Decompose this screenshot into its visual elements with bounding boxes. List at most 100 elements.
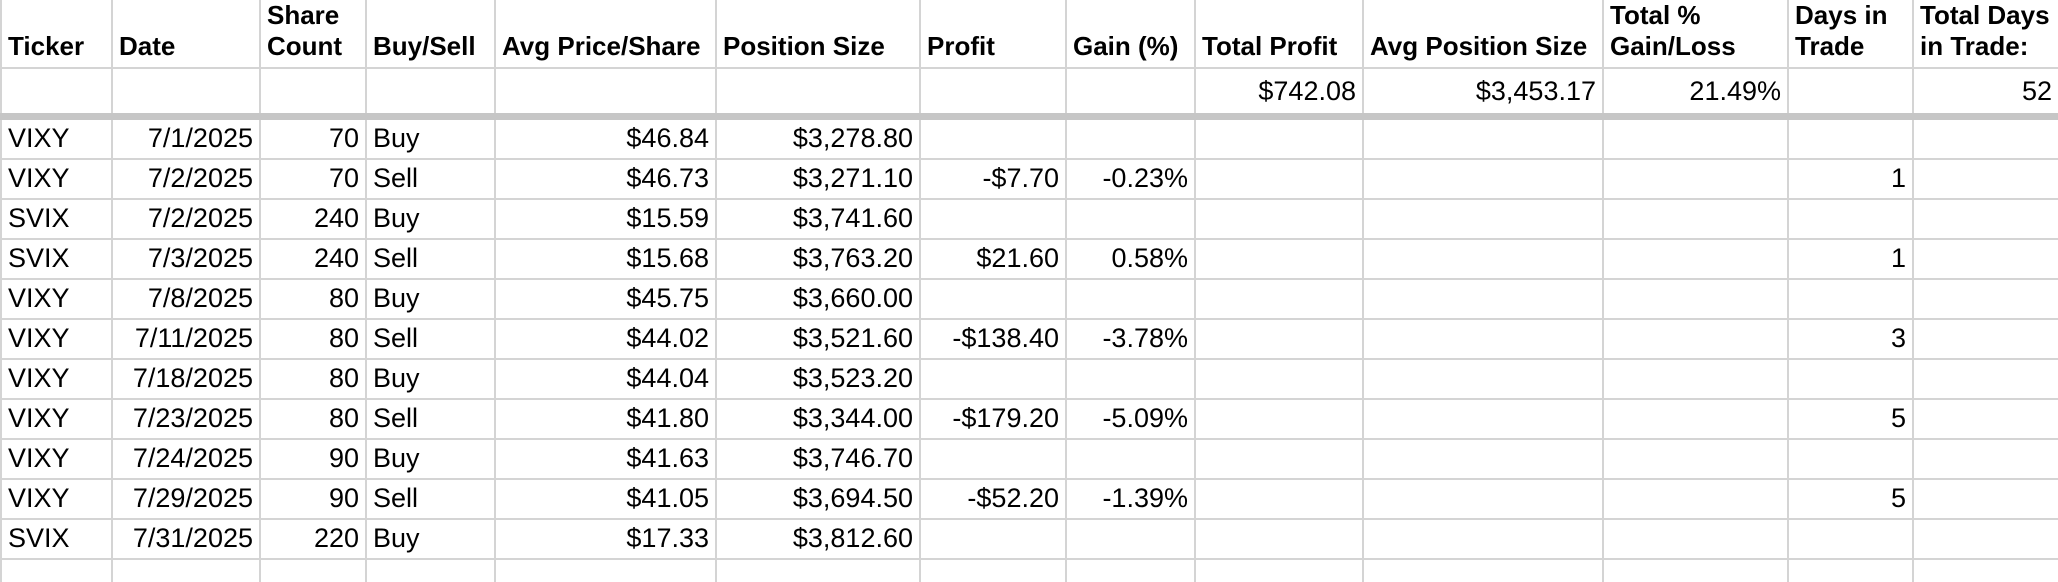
column-header-avg-price-share[interactable]: Avg Price/Share — [496, 0, 717, 69]
cell-profit[interactable] — [921, 360, 1067, 400]
cell-avg-position-size[interactable] — [1364, 560, 1604, 582]
cell-date[interactable]: 7/23/2025 — [113, 400, 261, 440]
cell-avg-price-share[interactable]: $15.68 — [496, 240, 717, 280]
cell-ticker[interactable]: VIXY — [2, 320, 113, 360]
cell-total-profit[interactable] — [1196, 320, 1364, 360]
cell-profit[interactable]: -$52.20 — [921, 480, 1067, 520]
cell-gain-pct[interactable]: -0.23% — [1067, 160, 1196, 200]
cell-share-count[interactable]: 80 — [261, 280, 367, 320]
cell-total-days-in-trade[interactable] — [1914, 560, 2058, 582]
cell-buy-sell[interactable]: Sell — [367, 320, 496, 360]
cell-gain-pct[interactable]: -5.09% — [1067, 400, 1196, 440]
cell-profit[interactable] — [921, 120, 1067, 160]
cell-avg-position-size[interactable] — [1364, 400, 1604, 440]
cell-date[interactable]: 7/1/2025 — [113, 120, 261, 160]
cell-days-in-trade[interactable]: 1 — [1789, 160, 1914, 200]
cell-total-profit[interactable] — [1196, 440, 1364, 480]
cell-gain-pct[interactable] — [1067, 560, 1196, 582]
cell-buy-sell[interactable]: Buy — [367, 200, 496, 240]
cell-days-in-trade[interactable] — [1789, 520, 1914, 560]
cell-buy-sell[interactable]: Buy — [367, 120, 496, 160]
cell-avg-price-share[interactable]: $41.80 — [496, 400, 717, 440]
cell-share-count[interactable]: 90 — [261, 440, 367, 480]
cell-total-pct-gain-loss[interactable] — [1604, 480, 1789, 520]
cell-total-profit[interactable]: $742.08 — [1196, 69, 1364, 113]
cell-days-in-trade[interactable] — [1789, 360, 1914, 400]
cell-avg-price-share[interactable]: $17.33 — [496, 520, 717, 560]
cell-total-days-in-trade[interactable]: 52 — [1914, 69, 2058, 113]
cell-days-in-trade[interactable]: 3 — [1789, 320, 1914, 360]
cell-ticker[interactable]: SVIX — [2, 240, 113, 280]
cell-total-pct-gain-loss[interactable] — [1604, 200, 1789, 240]
cell-avg-price-share[interactable]: $44.04 — [496, 360, 717, 400]
cell-date[interactable]: 7/31/2025 — [113, 520, 261, 560]
cell-buy-sell[interactable]: Sell — [367, 400, 496, 440]
column-header-gain-pct[interactable]: Gain (%) — [1067, 0, 1196, 69]
cell-avg-position-size[interactable] — [1364, 520, 1604, 560]
cell-buy-sell[interactable]: Buy — [367, 440, 496, 480]
cell-total-days-in-trade[interactable] — [1914, 120, 2058, 160]
cell-share-count[interactable]: 240 — [261, 240, 367, 280]
cell-ticker[interactable]: VIXY — [2, 280, 113, 320]
cell-days-in-trade[interactable] — [1789, 200, 1914, 240]
cell-avg-price-share[interactable] — [496, 560, 717, 582]
cell-days-in-trade[interactable] — [1789, 440, 1914, 480]
cell-position-size[interactable]: $3,741.60 — [717, 200, 921, 240]
cell-ticker[interactable]: VIXY — [2, 360, 113, 400]
cell-total-days-in-trade[interactable] — [1914, 280, 2058, 320]
cell-share-count[interactable]: 80 — [261, 400, 367, 440]
column-header-buy-sell[interactable]: Buy/Sell — [367, 0, 496, 69]
cell-date[interactable]: 7/3/2025 — [113, 240, 261, 280]
cell-total-profit[interactable] — [1196, 280, 1364, 320]
cell-avg-price-share[interactable]: $41.05 — [496, 480, 717, 520]
cell-date[interactable]: 7/2/2025 — [113, 200, 261, 240]
cell-total-profit[interactable] — [1196, 160, 1364, 200]
cell-total-profit[interactable] — [1196, 200, 1364, 240]
cell-total-profit[interactable] — [1196, 400, 1364, 440]
cell-total-profit[interactable] — [1196, 120, 1364, 160]
cell-gain-pct[interactable] — [1067, 69, 1196, 113]
cell-days-in-trade[interactable] — [1789, 560, 1914, 582]
cell-position-size[interactable]: $3,344.00 — [717, 400, 921, 440]
cell-gain-pct[interactable] — [1067, 360, 1196, 400]
column-header-avg-position-size[interactable]: Avg Position Size — [1364, 0, 1604, 69]
cell-days-in-trade[interactable]: 5 — [1789, 400, 1914, 440]
cell-ticker[interactable] — [2, 69, 113, 113]
cell-buy-sell[interactable]: Buy — [367, 360, 496, 400]
cell-share-count[interactable]: 70 — [261, 160, 367, 200]
cell-position-size[interactable] — [717, 69, 921, 113]
cell-total-pct-gain-loss[interactable] — [1604, 440, 1789, 480]
cell-buy-sell[interactable]: Buy — [367, 280, 496, 320]
cell-gain-pct[interactable] — [1067, 200, 1196, 240]
cell-position-size[interactable]: $3,763.20 — [717, 240, 921, 280]
cell-date[interactable]: 7/11/2025 — [113, 320, 261, 360]
cell-total-pct-gain-loss[interactable] — [1604, 320, 1789, 360]
cell-profit[interactable] — [921, 200, 1067, 240]
cell-total-days-in-trade[interactable] — [1914, 240, 2058, 280]
cell-total-pct-gain-loss[interactable]: 21.49% — [1604, 69, 1789, 113]
cell-profit[interactable] — [921, 69, 1067, 113]
cell-ticker[interactable]: VIXY — [2, 160, 113, 200]
column-header-ticker[interactable]: Ticker — [2, 0, 113, 69]
cell-profit[interactable]: -$7.70 — [921, 160, 1067, 200]
cell-position-size[interactable]: $3,746.70 — [717, 440, 921, 480]
cell-days-in-trade[interactable]: 5 — [1789, 480, 1914, 520]
cell-buy-sell[interactable]: Sell — [367, 240, 496, 280]
cell-date[interactable]: 7/8/2025 — [113, 280, 261, 320]
cell-total-profit[interactable] — [1196, 360, 1364, 400]
cell-total-profit[interactable] — [1196, 240, 1364, 280]
cell-profit[interactable] — [921, 560, 1067, 582]
cell-ticker[interactable]: SVIX — [2, 200, 113, 240]
cell-position-size[interactable]: $3,271.10 — [717, 160, 921, 200]
cell-avg-price-share[interactable]: $41.63 — [496, 440, 717, 480]
cell-avg-position-size[interactable] — [1364, 320, 1604, 360]
cell-avg-price-share[interactable]: $44.02 — [496, 320, 717, 360]
cell-total-days-in-trade[interactable] — [1914, 160, 2058, 200]
cell-date[interactable]: 7/2/2025 — [113, 160, 261, 200]
cell-profit[interactable]: -$179.20 — [921, 400, 1067, 440]
cell-gain-pct[interactable]: -3.78% — [1067, 320, 1196, 360]
cell-position-size[interactable] — [717, 560, 921, 582]
cell-avg-price-share[interactable]: $46.84 — [496, 120, 717, 160]
column-header-profit[interactable]: Profit — [921, 0, 1067, 69]
cell-profit[interactable] — [921, 280, 1067, 320]
